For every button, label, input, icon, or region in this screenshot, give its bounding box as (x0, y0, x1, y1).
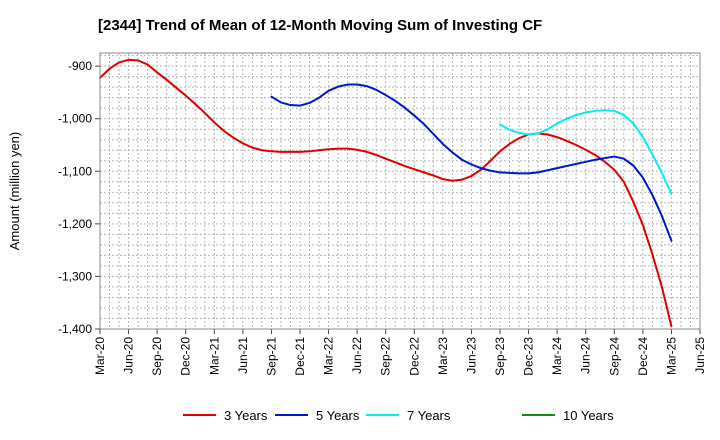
x-tick-label: Dec-23 (522, 337, 536, 376)
x-tick-label: Mar-23 (436, 337, 450, 375)
x-tick-label: Mar-24 (550, 337, 564, 375)
y-tick-label: -1,000 (58, 112, 92, 126)
y-axis-label: Amount (million yen) (7, 132, 22, 251)
y-tick-label: -1,400 (58, 322, 92, 336)
legend-label: 5 Years (316, 408, 360, 423)
legend-label: 10 Years (563, 408, 614, 423)
x-tick-label: Dec-21 (293, 337, 307, 376)
y-tick-label: -900 (68, 59, 92, 73)
y-tick-label: -1,100 (58, 164, 92, 178)
x-tick-label: Dec-24 (636, 337, 650, 376)
x-tick-label: Mar-21 (207, 337, 221, 375)
legend-item: 10 Years (522, 408, 614, 423)
series-line-1 (99, 58, 673, 328)
series-line-3 (499, 109, 673, 195)
x-tick-label: Mar-22 (322, 337, 336, 375)
x-tick-label: Jun-23 (464, 337, 478, 374)
series-line-2 (270, 83, 673, 242)
x-tick-label: Dec-22 (407, 337, 421, 376)
x-tick-label: Sep-20 (150, 337, 164, 376)
legend-label: 3 Years (224, 408, 268, 423)
x-axis: Mar-20 Jun-20 Sep-20 Dec-20 Mar-21 Jun-21 Sep-… (93, 329, 707, 376)
chart-title: [2344] Trend of Mean of 12-Month Moving … (98, 17, 542, 34)
legend-item: 7 Years (366, 408, 451, 423)
x-tick-label: Dec-20 (179, 337, 193, 376)
x-tick-label: Jun-21 (236, 337, 250, 374)
x-tick-label: Jun-20 (122, 337, 136, 374)
x-tick-label: Sep-21 (264, 337, 278, 376)
y-tick-label: -1,200 (58, 217, 92, 231)
legend-item: 5 Years (275, 408, 360, 423)
x-tick-label: Sep-24 (607, 337, 621, 376)
legend-label: 7 Years (407, 408, 451, 423)
legend-item: 3 Years (183, 408, 268, 423)
x-tick-label: Mar-20 (93, 337, 107, 375)
x-tick-label: Jun-22 (350, 337, 364, 374)
x-tick-label: Jun-25 (693, 337, 707, 374)
x-tick-label: Jun-24 (579, 337, 593, 374)
grid (99, 53, 701, 330)
plot-frame (99, 52, 701, 330)
x-tick-label: Sep-22 (379, 337, 393, 376)
series-lines (99, 58, 673, 328)
x-tick-label: Sep-23 (493, 337, 507, 376)
y-axis: -900 -1,000 -1,100 -1,200 -1,300 -1,400 (58, 59, 100, 336)
y-tick-label: -1,300 (58, 269, 92, 283)
x-tick-label: Mar-25 (664, 337, 678, 375)
legend: 3 Years 5 Years 7 Years 10 Years (183, 408, 614, 423)
